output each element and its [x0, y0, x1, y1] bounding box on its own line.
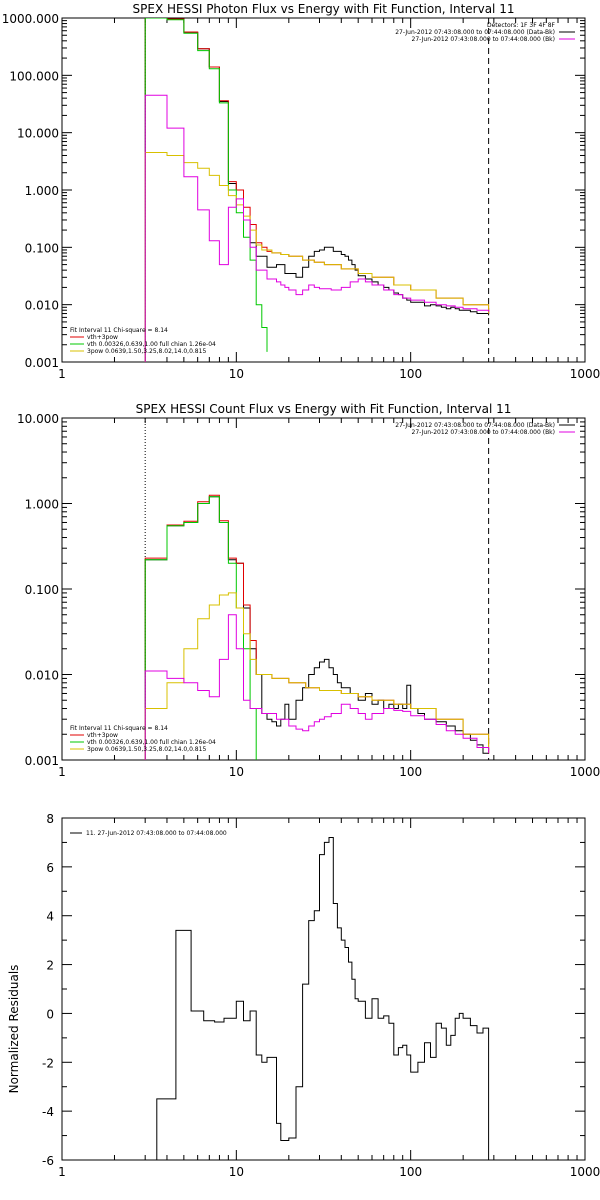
- x-tick-label: 10: [229, 765, 244, 779]
- series-line-bk: [144, 614, 490, 760]
- legend-entry: vth+3pow: [87, 334, 118, 341]
- legend-entry: 3pow 0.0639,1.50,3.25,8.02,14.0,0.815: [87, 746, 206, 753]
- y-tick-label: 100.000: [9, 69, 59, 83]
- legend-entry: 11. 27-Jun-2012 07:43:08.000 to 07:44:08…: [86, 830, 227, 837]
- plot-frame: [61, 817, 586, 1161]
- x-tick-label: 1: [58, 367, 66, 381]
- x-tick-label: 10: [229, 367, 244, 381]
- series-line-vth: [144, 18, 268, 362]
- y-tick-label: 1.000: [25, 184, 59, 198]
- y-tick-label: 10.000: [17, 412, 59, 426]
- legend-entry: 3pow 0.0639,1.50,3.25,8.02,14.0,0.815: [87, 348, 206, 355]
- plot-panel-2: SPEX HESSI Count Flux vs Energy with Fit…: [17, 402, 600, 779]
- plot-title: SPEX HESSI Photon Flux vs Energy with Fi…: [133, 2, 515, 16]
- y-tick-label: 10.000: [17, 127, 59, 141]
- y-tick-label: 4: [46, 910, 54, 924]
- legend-entry: Fit Interval 11 Chi-square = 8.14: [70, 327, 168, 334]
- y-tick-label: 2: [46, 959, 54, 973]
- y-tick-label: 6: [46, 861, 54, 875]
- y-tick-label: 1.000: [25, 498, 59, 512]
- series-group: [144, 18, 490, 362]
- x-tick-label: 1: [58, 1165, 66, 1179]
- y-tick-label: -2: [42, 1056, 54, 1070]
- series-line-data-bk: [144, 496, 489, 760]
- legend-top-left: 11. 27-Jun-2012 07:43:08.000 to 07:44:08…: [70, 830, 227, 837]
- x-tick-label: 1: [58, 765, 66, 779]
- series-line-3pow: [144, 592, 490, 760]
- plot-frame: [61, 17, 586, 363]
- x-tick-label: 1000: [570, 367, 600, 381]
- legend-entry: 27-Jun-2012 07:43:08.000 to 07:44:08.000…: [395, 422, 555, 429]
- legend-entry: Fit Interval 11 Chi-square = 8.14: [70, 725, 168, 732]
- legend-entry: 27-Jun-2012 07:43:08.000 to 07:44:08.000…: [412, 36, 555, 43]
- legend-top-right: 27-Jun-2012 07:43:08.000 to 07:44:08.000…: [395, 422, 575, 436]
- series-line-vth-3pow: [144, 18, 490, 362]
- x-tick-label: 100: [399, 765, 422, 779]
- y-axis-label: Normalized Residuals: [7, 965, 21, 1094]
- y-tick-label: 1000.000: [2, 12, 59, 26]
- x-tick-label: 1000: [570, 765, 600, 779]
- x-tick-label: 100: [399, 367, 422, 381]
- y-tick-label: 0.001: [25, 356, 59, 370]
- series-line-data-bk: [144, 18, 490, 362]
- series-group: [144, 494, 490, 760]
- y-tick-label: 0.010: [25, 669, 59, 683]
- y-tick-label: 8: [46, 812, 54, 826]
- y-tick-label: 0.010: [25, 299, 59, 313]
- y-tick-label: 0.100: [25, 241, 59, 255]
- series-line-vth: [144, 496, 257, 760]
- plot-frame: [61, 417, 586, 761]
- legend-bottom-left: Fit Interval 11 Chi-square = 8.14vth+3po…: [70, 327, 216, 355]
- x-tick-label: 100: [399, 1165, 422, 1179]
- legend-entry: vth+3pow: [87, 732, 118, 739]
- y-tick-label: -4: [42, 1105, 54, 1119]
- x-tick-label: 10: [229, 1165, 244, 1179]
- series-line-11-27-jun-2012-07-43-08-000-to-07-44-08-000: [145, 837, 490, 1160]
- x-tick-label: 1000: [570, 1165, 600, 1179]
- series-line-vth-3pow: [144, 494, 490, 760]
- legend-entry: vth 0.00326,0.639,1.00 full chian 1.26e-…: [87, 739, 216, 746]
- legend-entry: 27-Jun-2012 07:43:08.000 to 07:44:08.000…: [395, 29, 555, 36]
- y-tick-label: 0.001: [25, 754, 59, 768]
- legend-entry: 27-Jun-2012 07:43:08.000 to 07:44:08.000…: [412, 429, 555, 436]
- series-group: [145, 837, 490, 1160]
- y-tick-label: -6: [42, 1154, 54, 1168]
- plot-panel-1: SPEX HESSI Photon Flux vs Energy with Fi…: [2, 2, 600, 381]
- y-tick-label: 0.100: [25, 583, 59, 597]
- plot-panel-3: 1 10 100 1000 -6 -4 -2 0 2 4 6 8 Normalized Residual…: [7, 812, 600, 1179]
- series-line-bk: [144, 94, 490, 362]
- y-tick-label: 0: [46, 1007, 54, 1021]
- legend-entry: vth 0.00326,0.639,1.00 full chian 1.26e-…: [87, 341, 216, 348]
- legend-entry: Detectors: 1F 3F 4F 8F: [487, 22, 556, 29]
- plot-title: SPEX HESSI Count Flux vs Energy with Fit…: [136, 402, 512, 416]
- legend-bottom-left: Fit Interval 11 Chi-square = 8.14vth+3po…: [70, 725, 216, 753]
- series-line-3pow: [144, 152, 490, 362]
